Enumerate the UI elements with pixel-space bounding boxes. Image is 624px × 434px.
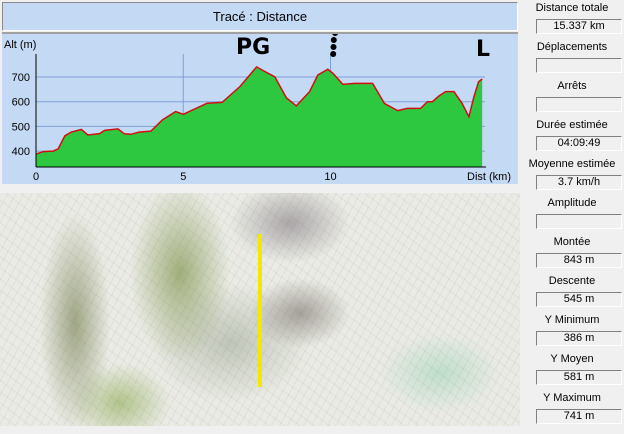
stat-label: Moyenne estimée — [528, 158, 616, 170]
stat-value-field: 386 m — [536, 331, 622, 346]
annotation-l: L — [476, 37, 490, 62]
stat-value-field: 04:09:49 — [536, 136, 622, 151]
stat-label: Y Maximum — [543, 392, 601, 404]
y-axis-label: Alt (m) — [4, 39, 36, 51]
annotation-pg: PG — [236, 35, 270, 60]
stat-label: Arrêts — [557, 80, 587, 92]
x-tick-label: 0 — [33, 171, 39, 183]
topographic-map[interactable] — [0, 193, 520, 426]
x-tick-label: 10 — [324, 171, 336, 183]
x-axis-label: Dist (km) — [467, 171, 511, 183]
stat-value-field: 581 m — [536, 370, 622, 385]
chart-title-bar: Tracé : Distance — [2, 2, 518, 31]
y-tick-label: 500 — [12, 121, 30, 133]
stat-label: Y Minimum — [544, 314, 600, 326]
stat-value-field — [536, 97, 622, 112]
stat-value-field: 15.337 km — [536, 19, 622, 34]
y-tick-label: 700 — [12, 72, 30, 84]
stat-value-field: 843 m — [536, 253, 622, 268]
stat-label: Distance totale — [535, 2, 609, 14]
stat-value-field: 741 m — [536, 409, 622, 424]
stat-label: Descente — [548, 275, 596, 287]
stats-panel: Distance totale 15.337 km Déplacements Arrê… — [520, 0, 624, 434]
elevation-line — [35, 65, 483, 155]
track-line — [258, 234, 262, 387]
stat-label: Déplacements — [536, 41, 608, 53]
stat-label: Y Moyen — [550, 353, 594, 365]
y-tick-label: 600 — [12, 97, 30, 109]
stat-value-field: 3.7 km/h — [536, 175, 622, 190]
stat-label: Durée estimée — [536, 119, 608, 131]
stat-label: Amplitude — [547, 197, 597, 209]
stat-value-field — [536, 214, 622, 229]
stat-label: Montée — [553, 236, 591, 248]
annotation-dot — [332, 34, 338, 36]
annotation-dot — [330, 44, 337, 50]
annotation-dot — [330, 37, 337, 43]
y-tick-label: 400 — [12, 146, 30, 158]
stat-value-field: 545 m — [536, 292, 622, 307]
elevation-profile-chart: 0 5 10 400 500 600 700 Alt (m) Dist (km) PG L — [4, 34, 511, 183]
elevation-profile-panel[interactable]: 0 5 10 400 500 600 700 Alt (m) Dist (km) PG L — [2, 32, 518, 184]
stat-value-field — [536, 58, 622, 73]
annotation-dot — [330, 51, 337, 57]
elevation-area — [36, 66, 483, 167]
chart-title: Tracé : Distance — [212, 9, 308, 24]
x-tick-label: 5 — [180, 171, 186, 183]
